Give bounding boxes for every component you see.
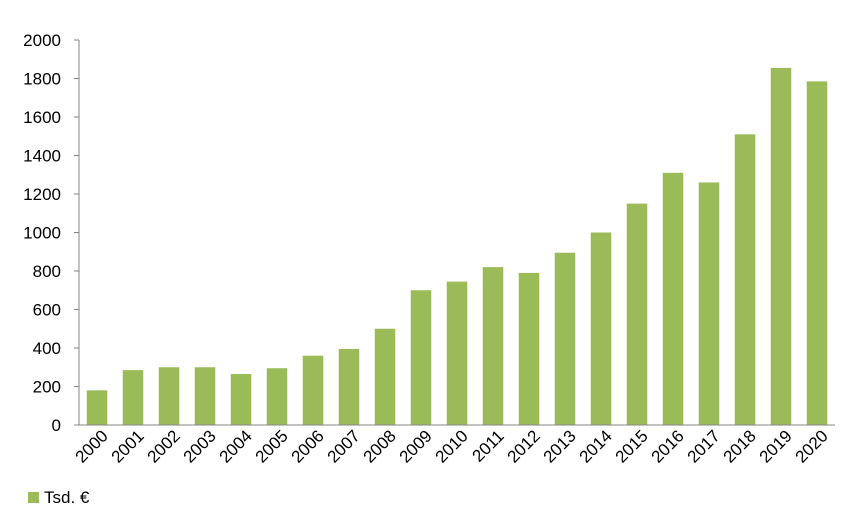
bar-2006 <box>302 355 324 425</box>
bar-2013 <box>554 252 576 425</box>
bar-2017 <box>698 182 720 425</box>
bar-2009 <box>410 290 432 425</box>
bar-2011 <box>482 267 504 425</box>
bar-2016 <box>662 172 684 425</box>
x-tick-label: 2019 <box>756 426 796 466</box>
x-tick-label: 2004 <box>216 426 256 466</box>
bar-2005 <box>266 368 288 425</box>
legend: Tsd. € <box>28 488 90 507</box>
x-tick-label: 2016 <box>648 426 688 466</box>
x-tick-label: 2020 <box>792 426 832 466</box>
y-tick-label: 1400 <box>23 147 61 166</box>
bar-2010 <box>446 281 468 425</box>
x-tick-label: 2006 <box>288 426 328 466</box>
bar-2002 <box>158 367 180 425</box>
x-tick-label: 2015 <box>612 426 652 466</box>
y-tick-label: 2000 <box>23 31 61 50</box>
x-tick-label: 2011 <box>469 426 508 465</box>
bar-2020 <box>806 81 828 425</box>
y-tick-label: 1600 <box>23 108 61 127</box>
x-tick-label: 2012 <box>504 426 544 466</box>
x-tick-label: 2010 <box>432 426 472 466</box>
bar-2007 <box>338 348 360 425</box>
x-tick-label: 2009 <box>396 426 436 466</box>
bar-2014 <box>590 232 612 425</box>
x-tick-label: 2000 <box>72 426 112 466</box>
x-tick-label: 2001 <box>108 426 148 466</box>
y-tick-label: 600 <box>33 301 61 320</box>
x-tick-label: 2017 <box>684 426 724 466</box>
bar-2019 <box>770 67 792 425</box>
bar-2018 <box>734 134 756 425</box>
bar-2012 <box>518 272 540 425</box>
bars <box>86 67 828 425</box>
bar-2001 <box>122 370 144 425</box>
y-tick-label: 1800 <box>23 70 61 89</box>
bar-2004 <box>230 373 252 425</box>
y-tick-label: 200 <box>33 378 61 397</box>
x-tick-label: 2002 <box>144 426 184 466</box>
bar-2015 <box>626 203 648 425</box>
bar-2003 <box>194 367 216 425</box>
bar-2008 <box>374 328 396 425</box>
y-tick-label: 0 <box>52 416 61 435</box>
x-tick-label: 2018 <box>720 426 760 466</box>
y-tick-label: 800 <box>33 262 61 281</box>
bar-2000 <box>86 390 108 425</box>
y-tick-label: 1200 <box>23 185 61 204</box>
x-tick-label: 2005 <box>252 426 292 466</box>
legend-swatch <box>28 492 39 503</box>
x-tick-label: 2003 <box>180 426 220 466</box>
legend-label: Tsd. € <box>44 488 90 507</box>
x-tick-label: 2008 <box>360 426 400 466</box>
y-tick-label: 400 <box>33 339 61 358</box>
x-axis-ticks: 2000200120022003200420052006200720082009… <box>72 426 832 466</box>
y-tick-label: 1000 <box>23 224 61 243</box>
x-tick-label: 2007 <box>324 426 364 466</box>
y-axis-ticks: 0 200 400 600 800 1000 1200 1400 1600 1800 2000 <box>23 31 79 435</box>
x-tick-label: 2014 <box>576 426 616 466</box>
x-tick-label: 2013 <box>540 426 580 466</box>
